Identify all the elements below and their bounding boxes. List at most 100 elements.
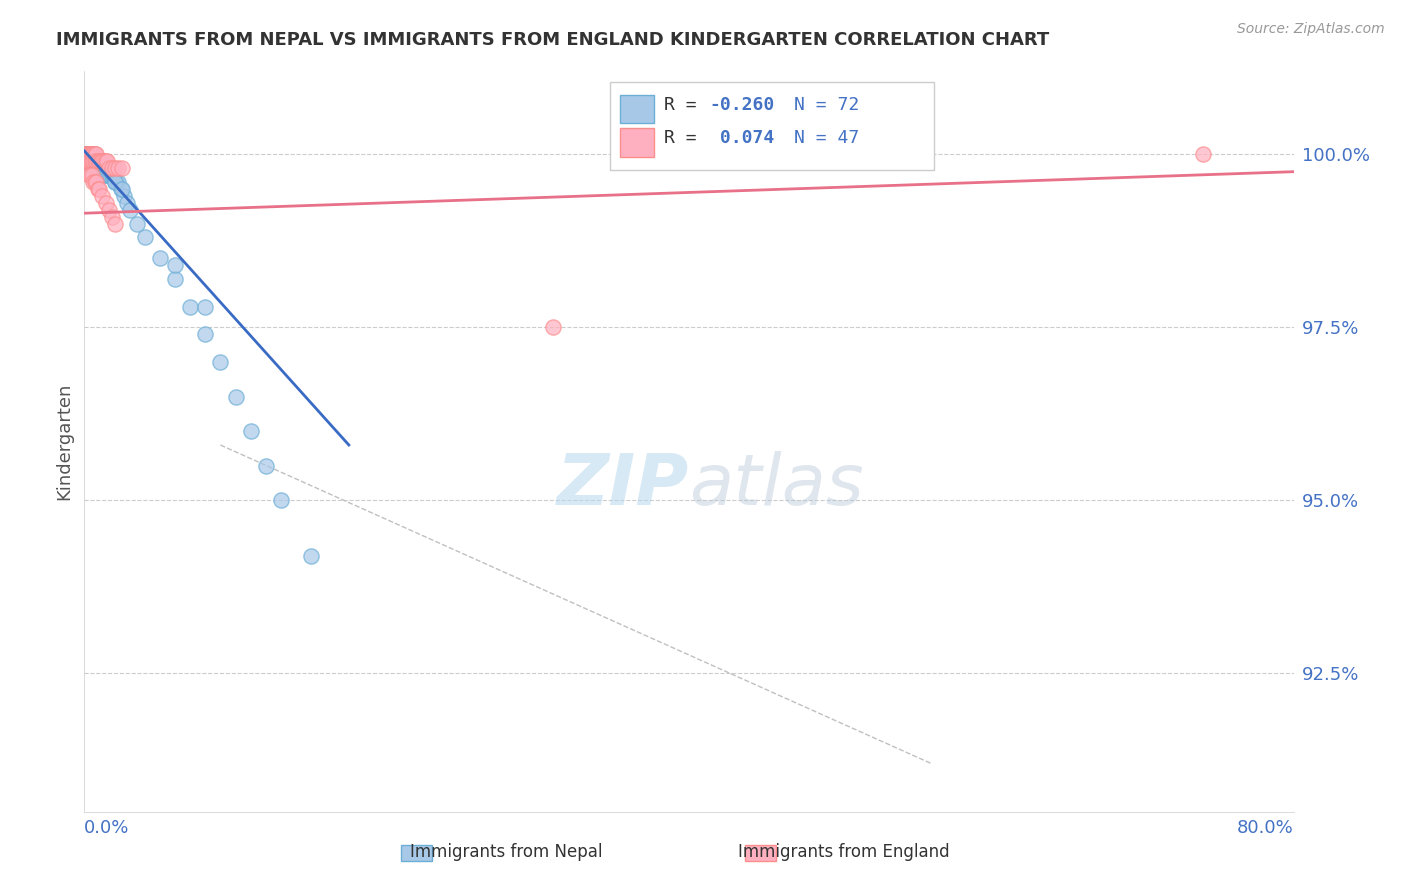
Point xyxy=(76,147,98,161)
Point xyxy=(93,161,115,176)
Point xyxy=(86,147,108,161)
FancyBboxPatch shape xyxy=(620,95,654,123)
Point xyxy=(75,147,97,161)
Point xyxy=(89,182,111,196)
Point xyxy=(105,175,128,189)
Point xyxy=(89,154,111,169)
Point xyxy=(89,161,111,176)
Point xyxy=(111,182,134,196)
Point xyxy=(110,182,132,196)
Point xyxy=(77,154,100,169)
Point xyxy=(80,168,103,182)
Point xyxy=(82,147,104,161)
Text: Source: ZipAtlas.com: Source: ZipAtlas.com xyxy=(1237,22,1385,37)
Point xyxy=(134,230,156,244)
Point xyxy=(90,168,112,182)
FancyBboxPatch shape xyxy=(610,82,935,169)
Point xyxy=(77,147,100,161)
Point xyxy=(100,168,122,182)
Point xyxy=(111,161,134,176)
Point xyxy=(118,202,141,217)
Point xyxy=(194,327,217,342)
Point xyxy=(82,147,104,161)
Point xyxy=(77,147,100,161)
Point xyxy=(77,147,100,161)
Point xyxy=(101,168,124,182)
Point xyxy=(84,154,107,169)
Point xyxy=(107,161,129,176)
Point xyxy=(86,154,108,169)
Point xyxy=(91,189,114,203)
Point xyxy=(82,175,104,189)
Point xyxy=(165,258,187,272)
Point xyxy=(93,154,115,169)
Point xyxy=(127,217,149,231)
Point xyxy=(82,147,104,161)
Point xyxy=(79,147,101,161)
Point xyxy=(96,161,118,176)
Point xyxy=(87,182,110,196)
Point xyxy=(541,320,564,334)
Point xyxy=(80,147,103,161)
Point xyxy=(87,161,110,176)
Point xyxy=(91,168,114,182)
Point xyxy=(254,458,277,473)
Point xyxy=(76,147,98,161)
Point xyxy=(82,154,104,169)
Point xyxy=(270,493,292,508)
Point xyxy=(80,154,103,169)
Point xyxy=(104,175,127,189)
Text: N = 47: N = 47 xyxy=(794,129,859,147)
Text: 80.0%: 80.0% xyxy=(1237,819,1294,837)
Point xyxy=(79,161,101,176)
Point xyxy=(100,210,122,224)
Point xyxy=(104,175,127,189)
Text: 0.074: 0.074 xyxy=(710,129,775,147)
Point xyxy=(91,154,114,169)
Text: N = 72: N = 72 xyxy=(794,95,859,113)
Point xyxy=(75,147,97,161)
Point xyxy=(87,161,110,176)
Point xyxy=(107,175,129,189)
Point xyxy=(84,154,107,169)
Y-axis label: Kindergarten: Kindergarten xyxy=(55,383,73,500)
Point xyxy=(1192,147,1215,161)
Point xyxy=(112,189,135,203)
Text: 0.0%: 0.0% xyxy=(84,819,129,837)
Point xyxy=(209,355,232,369)
Point xyxy=(80,147,103,161)
Point xyxy=(93,168,115,182)
Point xyxy=(79,147,101,161)
Point xyxy=(80,154,103,169)
FancyBboxPatch shape xyxy=(745,845,776,861)
Point xyxy=(98,168,121,182)
Point xyxy=(91,154,114,169)
Point xyxy=(77,147,100,161)
Point xyxy=(90,154,112,169)
Point xyxy=(104,161,127,176)
Point xyxy=(225,390,247,404)
Point xyxy=(149,251,172,265)
Text: atlas: atlas xyxy=(689,451,863,520)
Point xyxy=(77,168,100,182)
Point xyxy=(86,175,108,189)
Point xyxy=(79,147,101,161)
Text: R =: R = xyxy=(664,95,707,113)
Point xyxy=(299,549,322,563)
Point xyxy=(80,154,103,169)
Point xyxy=(76,154,98,169)
Point xyxy=(89,154,111,169)
Text: IMMIGRANTS FROM NEPAL VS IMMIGRANTS FROM ENGLAND KINDERGARTEN CORRELATION CHART: IMMIGRANTS FROM NEPAL VS IMMIGRANTS FROM… xyxy=(56,31,1049,49)
Point xyxy=(77,161,100,176)
Text: -0.260: -0.260 xyxy=(710,95,775,113)
Point xyxy=(87,154,110,169)
Point xyxy=(96,168,118,182)
Point xyxy=(79,154,101,169)
Point xyxy=(76,147,98,161)
Point xyxy=(76,147,98,161)
Point xyxy=(82,154,104,169)
Point xyxy=(97,202,120,217)
Point xyxy=(87,154,110,169)
FancyBboxPatch shape xyxy=(620,128,654,156)
Text: Immigrants from England: Immigrants from England xyxy=(738,843,949,861)
